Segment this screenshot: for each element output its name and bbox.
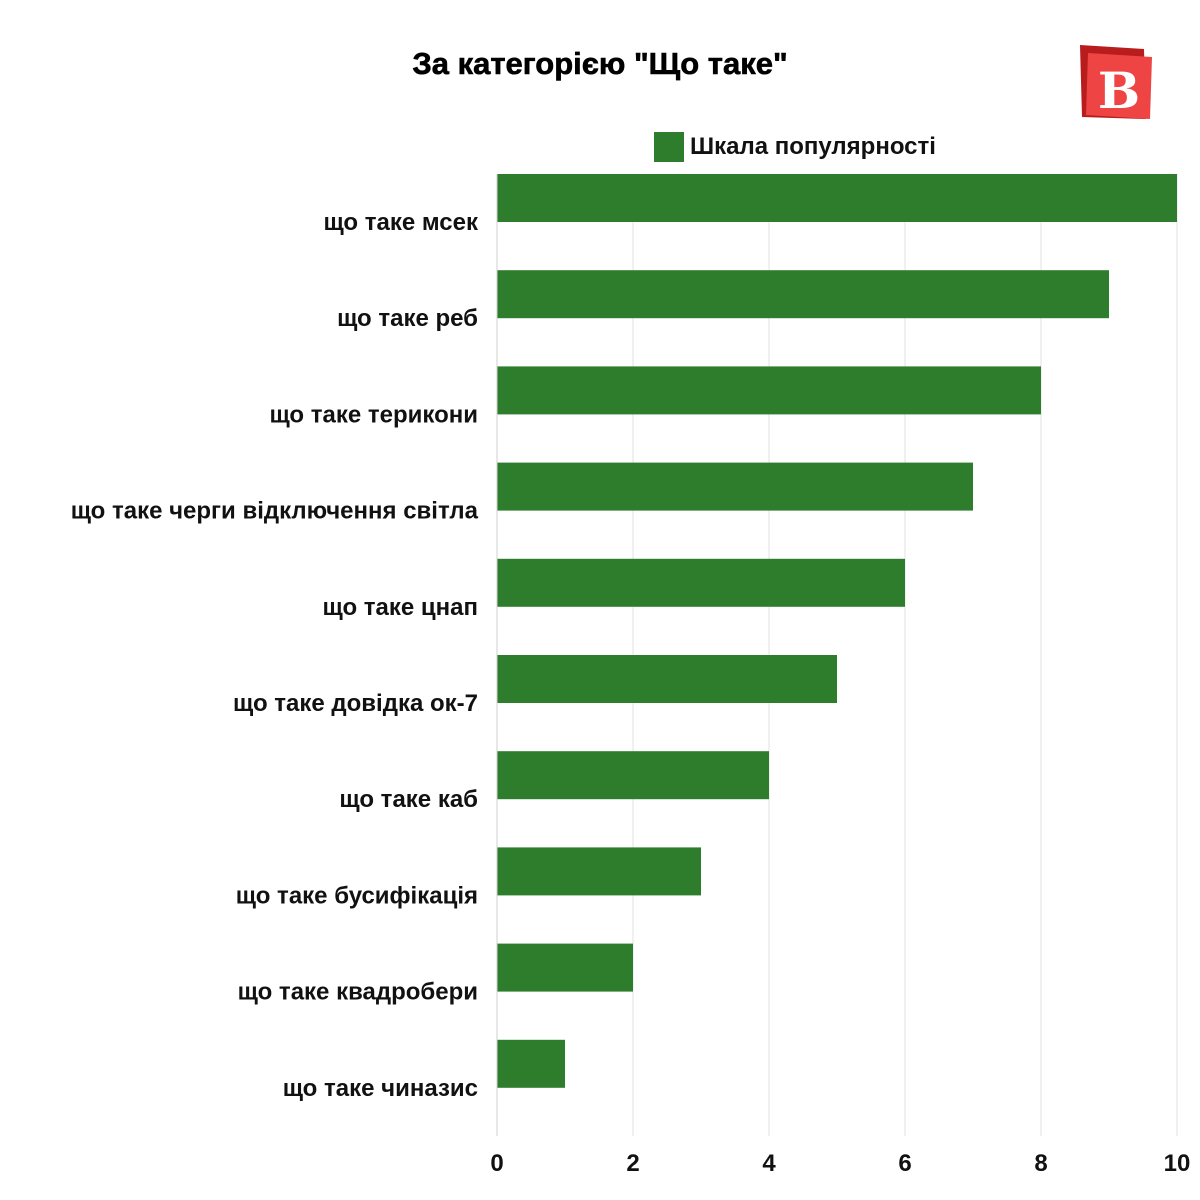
bar	[497, 847, 701, 896]
legend-swatch	[654, 132, 684, 162]
bar	[497, 655, 837, 703]
category-label: що таке мсек	[323, 209, 479, 236]
x-axis-ticks: 0 2 4 6 8 10	[490, 1150, 1190, 1177]
bar	[497, 751, 769, 800]
category-label: що таке черги відключення світла	[71, 498, 479, 525]
category-label: що таке каб	[339, 786, 478, 813]
legend: Шкала популярності	[654, 132, 936, 162]
x-tick-label: 8	[1034, 1150, 1047, 1177]
category-label: що таке реб	[337, 305, 478, 332]
legend-label: Шкала популярності	[690, 133, 936, 160]
chart-title: За категорією "Що таке"	[412, 46, 787, 81]
x-tick-label: 2	[626, 1150, 639, 1177]
category-labels: що таке мсек що таке реб що таке терикони щ…	[71, 209, 479, 1102]
bar	[497, 943, 633, 992]
logo-letter: B	[1098, 61, 1140, 120]
bar	[497, 366, 1041, 415]
category-label: що таке терикони	[269, 401, 478, 428]
brand-logo-icon: B	[1080, 45, 1152, 120]
bars	[497, 174, 1177, 1088]
x-tick-label: 0	[490, 1150, 503, 1177]
category-label: що таке чиназис	[283, 1075, 478, 1102]
bar	[497, 270, 1109, 319]
bar	[497, 462, 973, 511]
x-tick-label: 10	[1164, 1150, 1191, 1177]
x-tick-label: 4	[762, 1150, 776, 1177]
category-label: що таке квадробери	[238, 979, 478, 1006]
bar	[497, 558, 905, 607]
x-tick-label: 6	[898, 1150, 911, 1177]
category-label: що таке бусифікація	[236, 882, 478, 909]
bar	[497, 1039, 565, 1088]
category-label: що таке довідка ок-7	[233, 690, 478, 717]
category-label: що таке цнап	[323, 594, 478, 621]
bar	[497, 174, 1177, 222]
